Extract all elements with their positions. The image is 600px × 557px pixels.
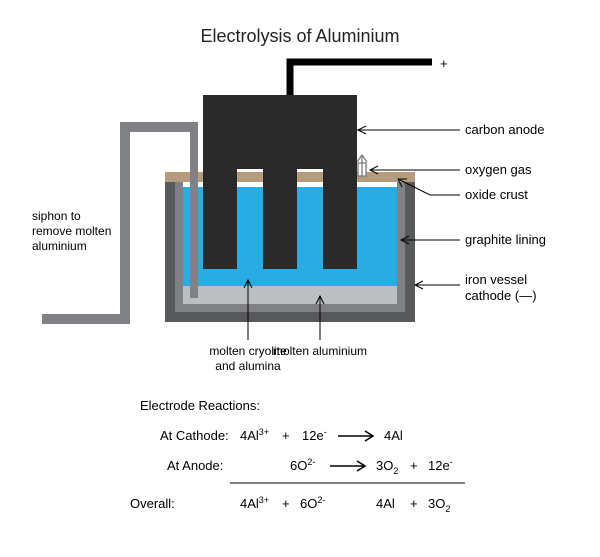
svg-text:3O2: 3O2 (428, 496, 450, 514)
siphon-label: siphon to remove molten aluminium (32, 209, 111, 253)
molten-aluminium-layer (183, 286, 397, 304)
overall-reaction: 4Al3+ + 6O2- 4Al + 3O2 (240, 495, 450, 514)
svg-text:+: + (282, 428, 290, 443)
svg-text:+: + (410, 458, 418, 473)
plus-terminal: + (440, 56, 448, 71)
svg-text:6O2-: 6O2- (300, 495, 325, 511)
anode-reaction: 6O2- 3O2 + 12e- (290, 457, 453, 476)
svg-text:iron vessel: iron vessel (465, 272, 527, 287)
svg-text:siphon to: siphon to (32, 209, 81, 223)
svg-text:4Al3+: 4Al3+ (240, 495, 269, 511)
carbon-anode (203, 95, 357, 269)
oxygen-gas-label: oxygen gas (465, 162, 532, 177)
svg-text:4Al: 4Al (376, 496, 395, 511)
anode-wire (287, 62, 433, 95)
cathode-row-label: At Cathode: (160, 428, 229, 443)
svg-text:6O2-: 6O2- (290, 457, 315, 473)
overall-row-label: Overall: (130, 496, 175, 511)
svg-text:+: + (410, 496, 418, 511)
molten-aluminium-label: molten aluminium (273, 344, 367, 358)
svg-text:12e-: 12e- (428, 457, 453, 473)
anode-row-label: At Anode: (167, 458, 223, 473)
svg-text:cathode (—): cathode (—) (465, 288, 537, 303)
svg-text:+: + (282, 496, 290, 511)
reactions-header: Electrode Reactions: (140, 398, 260, 413)
oxygen-gas-arrow (357, 155, 367, 176)
svg-text:4Al3+: 4Al3+ (240, 427, 269, 443)
graphite-lining-label: graphite lining (465, 232, 546, 247)
oxide-crust-label: oxide crust (465, 187, 528, 202)
diagram-title: Electrolysis of Aluminium (200, 26, 399, 46)
cathode-reaction: 4Al3+ + 12e- 4Al (240, 427, 403, 443)
carbon-anode-label: carbon anode (465, 122, 545, 137)
svg-text:aluminium: aluminium (32, 239, 87, 253)
svg-text:and alumina: and alumina (215, 359, 281, 373)
iron-vessel-label: iron vessel cathode (—) (465, 272, 537, 303)
svg-text:12e-: 12e- (302, 427, 327, 443)
svg-text:3O2: 3O2 (376, 458, 398, 476)
svg-text:4Al: 4Al (384, 428, 403, 443)
svg-text:remove molten: remove molten (32, 224, 111, 238)
